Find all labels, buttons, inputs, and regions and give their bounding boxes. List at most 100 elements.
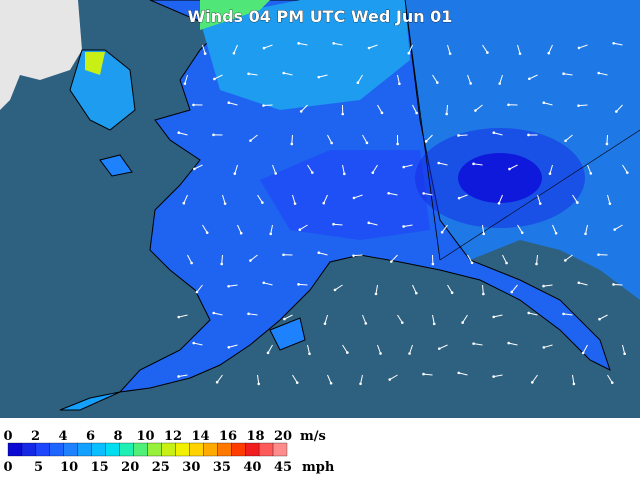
legend-swatch <box>244 442 260 457</box>
wind-arrow-head <box>352 196 356 200</box>
wind-arrow-head <box>492 315 496 319</box>
wind-arrow <box>543 284 553 287</box>
wind-arrow-head <box>492 131 496 135</box>
wind-arrow <box>202 44 206 54</box>
wind-arrow-head <box>437 161 441 165</box>
wind-arrow <box>607 374 613 383</box>
wind-arrow <box>324 314 328 324</box>
wind-arrow-head <box>508 167 511 171</box>
border <box>439 129 640 261</box>
wind-arrow <box>300 104 308 112</box>
legend-swatch <box>35 442 51 457</box>
legend-swatch <box>258 442 274 457</box>
wind-arrow <box>397 314 403 323</box>
wind-arrow-head <box>367 221 371 225</box>
wind-arrow <box>178 132 188 136</box>
wind-arrow-head <box>432 322 436 326</box>
wind-arrow-head <box>612 283 615 286</box>
wind-arrow <box>389 374 398 380</box>
wind-arrow-head <box>293 202 297 205</box>
wind-arrow <box>582 344 588 354</box>
wind-arrow <box>439 344 448 350</box>
legend-swatch <box>49 442 64 457</box>
wind-arrow <box>423 373 433 376</box>
wind-arrow-head <box>440 230 444 234</box>
wind-arrow <box>292 374 298 383</box>
wind-arrow <box>214 74 223 80</box>
wind-arrow <box>607 194 611 204</box>
wind-arrow-head <box>205 231 209 234</box>
legend: 0 2 4 6 8 10 12 14 16 18 20 m/s 0 5 10 15 20 25 30 35 40 45 mp… <box>3 429 334 475</box>
wind-arrow-head <box>408 352 411 355</box>
wind-arrow <box>263 44 273 49</box>
wind-arrow <box>397 74 400 84</box>
wind-arrow <box>543 102 553 106</box>
wind-arrow <box>511 284 518 293</box>
wind-arrow <box>572 374 575 384</box>
wind-arrow-head <box>262 104 265 107</box>
wind-arrow-head <box>414 291 418 295</box>
wind-arrow-head <box>247 72 250 76</box>
wind-arrow-head <box>365 141 369 145</box>
wind-arrow <box>467 254 473 264</box>
wind-arrow-head <box>577 104 580 107</box>
wind-arrow-head <box>374 292 378 296</box>
wind-arrow <box>475 104 483 111</box>
wind-arrow <box>615 104 623 112</box>
wind-arrow-head <box>322 201 326 205</box>
wind-arrow <box>552 224 557 234</box>
wind-arrow-head <box>528 77 531 81</box>
wind-arrow-head <box>183 82 187 85</box>
wind-arrow-head <box>527 311 531 315</box>
wind-arrow-head <box>625 171 629 174</box>
legend-swatch <box>203 442 218 457</box>
wind-arrow-head <box>352 254 355 257</box>
mph-label: 25 <box>152 460 170 475</box>
wind-arrow-head <box>597 71 601 75</box>
mph-label: 40 <box>243 460 261 475</box>
wind-arrow <box>362 314 367 324</box>
wind-arrow <box>362 134 368 144</box>
wind-arrow <box>333 42 343 46</box>
wind-arrow <box>598 72 608 76</box>
wind-arrow-head <box>482 292 485 296</box>
wind-arrow-head <box>220 262 223 266</box>
wind-arrow-head <box>547 51 551 55</box>
wind-arrow <box>342 344 348 353</box>
wind-arrow-head <box>577 281 581 285</box>
legend-swatch <box>231 442 246 457</box>
wind-arrow <box>614 224 623 230</box>
wind-arrow-head <box>388 378 392 381</box>
wind-arrow <box>327 374 332 384</box>
wind-arrow-head <box>262 46 266 50</box>
wind-arrow <box>565 254 573 261</box>
wind-arrow <box>403 224 413 227</box>
wind-arrow-head <box>530 381 534 384</box>
wind-arrow <box>368 222 378 226</box>
wind-arrow-head <box>343 172 346 176</box>
wind-arrow <box>447 284 453 293</box>
border <box>404 0 441 261</box>
wind-arrow <box>537 194 541 204</box>
wind-arrow-head <box>182 201 186 205</box>
wind-arrow <box>283 72 293 76</box>
wind-arrow-head <box>227 101 231 105</box>
wind-arrow <box>409 344 413 354</box>
wind-arrow-head <box>192 103 195 107</box>
wind-arrow <box>222 194 226 204</box>
wind-arrow <box>193 342 203 346</box>
wind-arrow <box>531 374 538 383</box>
wind-arrow <box>318 74 328 78</box>
wind-arrow-head <box>615 110 618 113</box>
wind-arrow-head <box>542 284 545 288</box>
wind-arrow-head <box>297 283 300 286</box>
ms-label: 14 <box>191 429 209 444</box>
wind-arrow <box>196 284 203 293</box>
ms-unit: m/s <box>300 429 326 444</box>
wind-arrow-head <box>542 346 546 349</box>
wind-arrow-head <box>283 317 286 321</box>
wind-arrow-head <box>249 259 252 262</box>
legend-swatch <box>63 442 78 457</box>
wind-arrow-head <box>262 281 266 285</box>
wind-arrow <box>388 192 398 196</box>
